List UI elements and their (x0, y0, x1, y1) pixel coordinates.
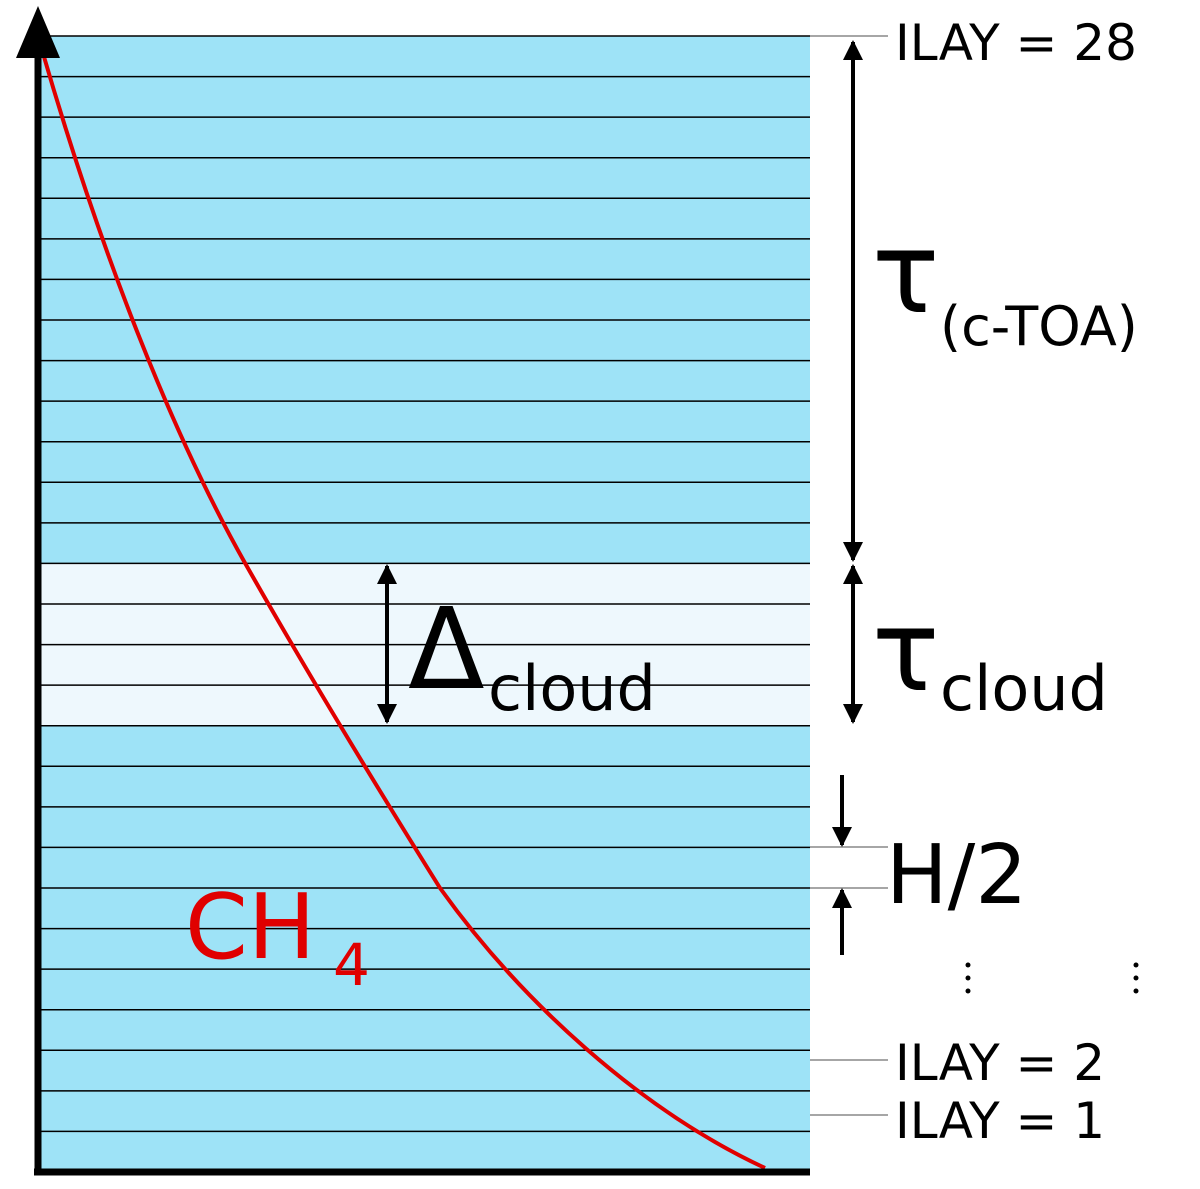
ellipsis (965, 962, 1139, 994)
arrows (377, 40, 863, 955)
tau-subscript: (c-TOA) (940, 295, 1138, 358)
layer-lines (38, 35, 810, 1133)
layer-2-label: ILAY = 2 (895, 1034, 1105, 1092)
tau-symbol: τ (872, 209, 939, 339)
tau-cloud-subscript: cloud (940, 652, 1108, 725)
delta-subscript: cloud (488, 652, 656, 725)
top-layer-label: ILAY = 28 (895, 14, 1137, 72)
tau-cloud-symbol: τ (872, 587, 939, 717)
axis-arrow (16, 6, 60, 58)
layer-1-label: ILAY = 1 (895, 1092, 1105, 1150)
leader-lines (810, 35, 888, 1116)
ch4-profile (40, 49, 766, 1170)
half-height-label: H/2 (886, 828, 1027, 923)
delta-symbol: Δ (408, 585, 485, 715)
gas-symbol: CH (185, 875, 316, 980)
gas-subscript: 4 (333, 931, 370, 999)
